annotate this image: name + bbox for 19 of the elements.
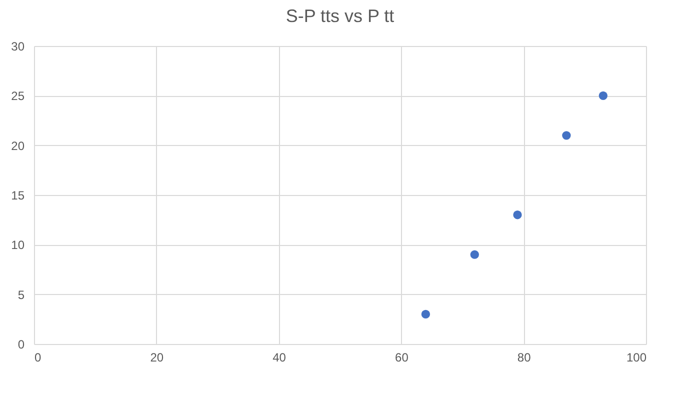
y-tick-label: 25 [11,89,25,104]
y-tick-label: 20 [11,138,25,153]
chart-title: S-P tts vs P tt [286,6,394,26]
y-tick-label: 0 [18,338,25,352]
point [470,250,479,259]
point [513,210,522,220]
point [421,310,430,319]
point [562,131,571,140]
x-tick-label: 100 [626,350,647,364]
y-tick-label: 5 [18,288,25,302]
x-tick-label: 0 [34,350,42,364]
x-tick-label: 20 [150,350,164,364]
y-tick-label: 10 [11,238,25,252]
point [598,91,608,100]
y-tick-label: 15 [11,188,25,202]
x-tick-label: 40 [272,350,286,364]
x-tick-label: 80 [517,350,532,364]
y-tick-label: 30 [11,40,25,54]
x-tick-label: 60 [395,350,409,364]
